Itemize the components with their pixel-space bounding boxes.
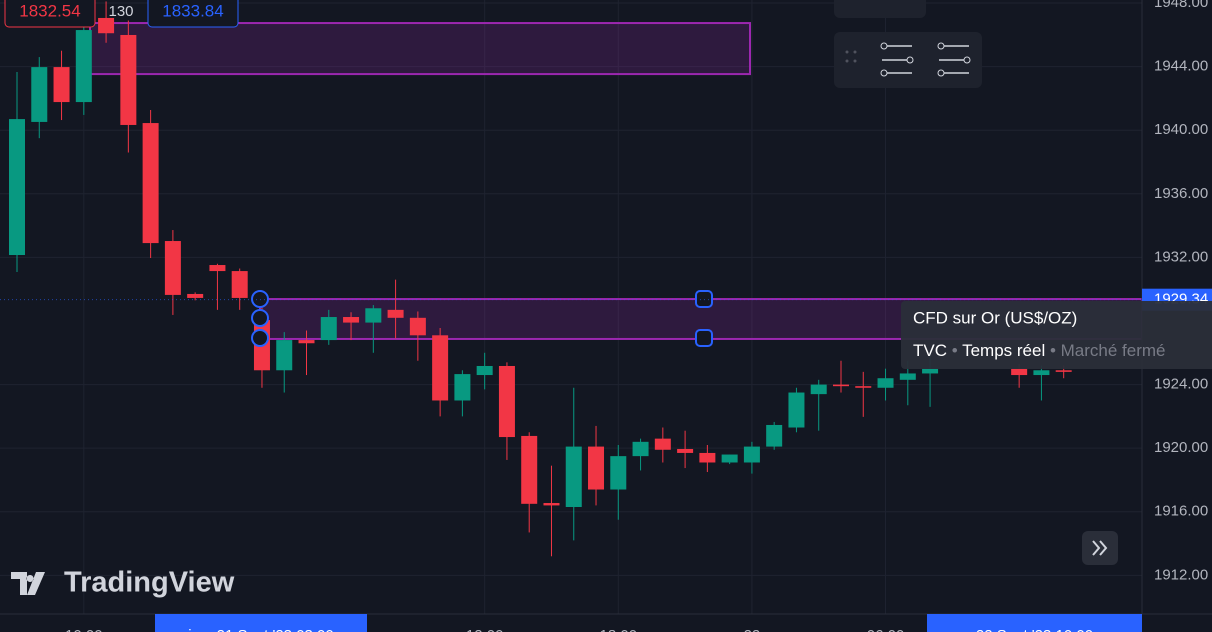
tool-icon: [906, 56, 914, 64]
y-tick-label: 1920.00: [1154, 439, 1208, 456]
candle-body: [53, 67, 70, 103]
range-label: 22 Sept '23 10:00: [976, 627, 1093, 632]
candle-body: [699, 452, 716, 463]
candle-body: [1011, 368, 1028, 376]
y-tick-label: 1932.00: [1154, 248, 1208, 265]
candle-body: [677, 448, 694, 453]
candle-body: [142, 123, 159, 244]
scroll-icon: [1092, 540, 1108, 556]
candle-body: [476, 365, 493, 376]
toolbar-top: [834, 0, 926, 18]
tooltip-status: Marché fermé: [1061, 341, 1166, 360]
zone-handle[interactable]: [251, 329, 269, 347]
y-tick-label: 1924.00: [1154, 376, 1208, 393]
candle-body: [1033, 370, 1050, 376]
candle-body: [276, 340, 293, 371]
drag-dot: [853, 50, 857, 54]
candle-body: [632, 441, 649, 457]
candle-body: [855, 386, 872, 388]
candle-body: [788, 392, 805, 428]
buy-box[interactable]: [147, 0, 239, 28]
candle-body: [432, 335, 449, 401]
candle-body: [832, 384, 849, 387]
candle-body: [454, 374, 471, 401]
separator: •: [947, 341, 962, 360]
drag-dot: [845, 59, 849, 63]
x-tick-label: 10:00: [65, 627, 103, 632]
drag-dot: [845, 50, 849, 54]
y-tick-label: 1936.00: [1154, 185, 1208, 202]
x-tick-label: 12:00: [466, 627, 504, 632]
candle-body: [9, 119, 25, 256]
y-tick-label: 1948.00: [1154, 0, 1208, 11]
zone-handle[interactable]: [251, 290, 269, 308]
candle-body: [209, 265, 226, 272]
candle-body: [1055, 370, 1072, 372]
candle-body: [187, 293, 204, 298]
zone-handle[interactable]: [695, 329, 713, 347]
candle-body: [231, 271, 248, 298]
y-tick-label: 1916.00: [1154, 503, 1208, 520]
candle-body: [766, 424, 783, 447]
candle-body: [521, 435, 538, 504]
candle-body: [922, 368, 939, 374]
tool-icon: [963, 56, 971, 64]
tooltip-source: TVC: [913, 341, 947, 360]
y-tick-label: 1912.00: [1154, 566, 1208, 583]
tooltip-title: CFD sur Or (US$/OZ): [913, 308, 1077, 327]
x-tick-label: 18:00: [600, 627, 638, 632]
candle-body: [721, 454, 738, 463]
y-tick-label: 1944.00: [1154, 58, 1208, 75]
logo-mark: [11, 572, 45, 595]
candle-body: [298, 340, 315, 344]
candle-body: [164, 241, 181, 295]
zone-handle[interactable]: [251, 309, 269, 327]
zone: [89, 22, 751, 76]
drag-dot: [853, 59, 857, 63]
candle-body: [899, 373, 916, 380]
tool-icon: [937, 69, 945, 77]
candle-body: [877, 378, 894, 388]
candle-body: [498, 365, 515, 438]
candle-body: [743, 446, 760, 463]
tooltip: [901, 301, 1212, 369]
separator: •: [1045, 341, 1060, 360]
candle-body: [320, 317, 337, 341]
spread: 130: [108, 3, 133, 20]
candle-body: [654, 438, 671, 450]
candle-body: [98, 17, 115, 34]
candle-body: [365, 308, 382, 323]
buy-price: 1833.84: [162, 1, 223, 20]
candle-body: [343, 317, 360, 323]
tool-icon: [880, 69, 888, 77]
tooltip-feed: Temps réel: [962, 341, 1045, 360]
candle-body: [810, 384, 827, 395]
candle-body: [409, 317, 426, 336]
candle-body: [75, 30, 92, 103]
tool-icon: [937, 42, 945, 50]
candle-body: [31, 67, 48, 122]
range-label: jeu. 21 Sept '23 03:00: [187, 627, 333, 632]
range-label-box: [155, 614, 367, 632]
candle-body: [543, 503, 560, 506]
sell-box[interactable]: [4, 0, 96, 28]
candle-body: [120, 34, 137, 125]
candle-body: [610, 456, 627, 490]
x-tick-label: 06:00: [867, 627, 905, 632]
candle-body: [588, 446, 605, 490]
candle-body: [565, 446, 582, 508]
tool-icon: [880, 42, 888, 50]
candle-body: [387, 309, 404, 318]
tooltip-info: TVC • Temps réel • Marché fermé: [913, 341, 1166, 360]
x-tick-label: 22: [744, 627, 761, 632]
zone-handle[interactable]: [695, 290, 713, 308]
logo-text: TradingView: [64, 567, 235, 599]
sell-price: 1832.54: [19, 1, 80, 20]
range-label-box: [927, 614, 1142, 632]
y-tick-label: 1940.00: [1154, 121, 1208, 138]
